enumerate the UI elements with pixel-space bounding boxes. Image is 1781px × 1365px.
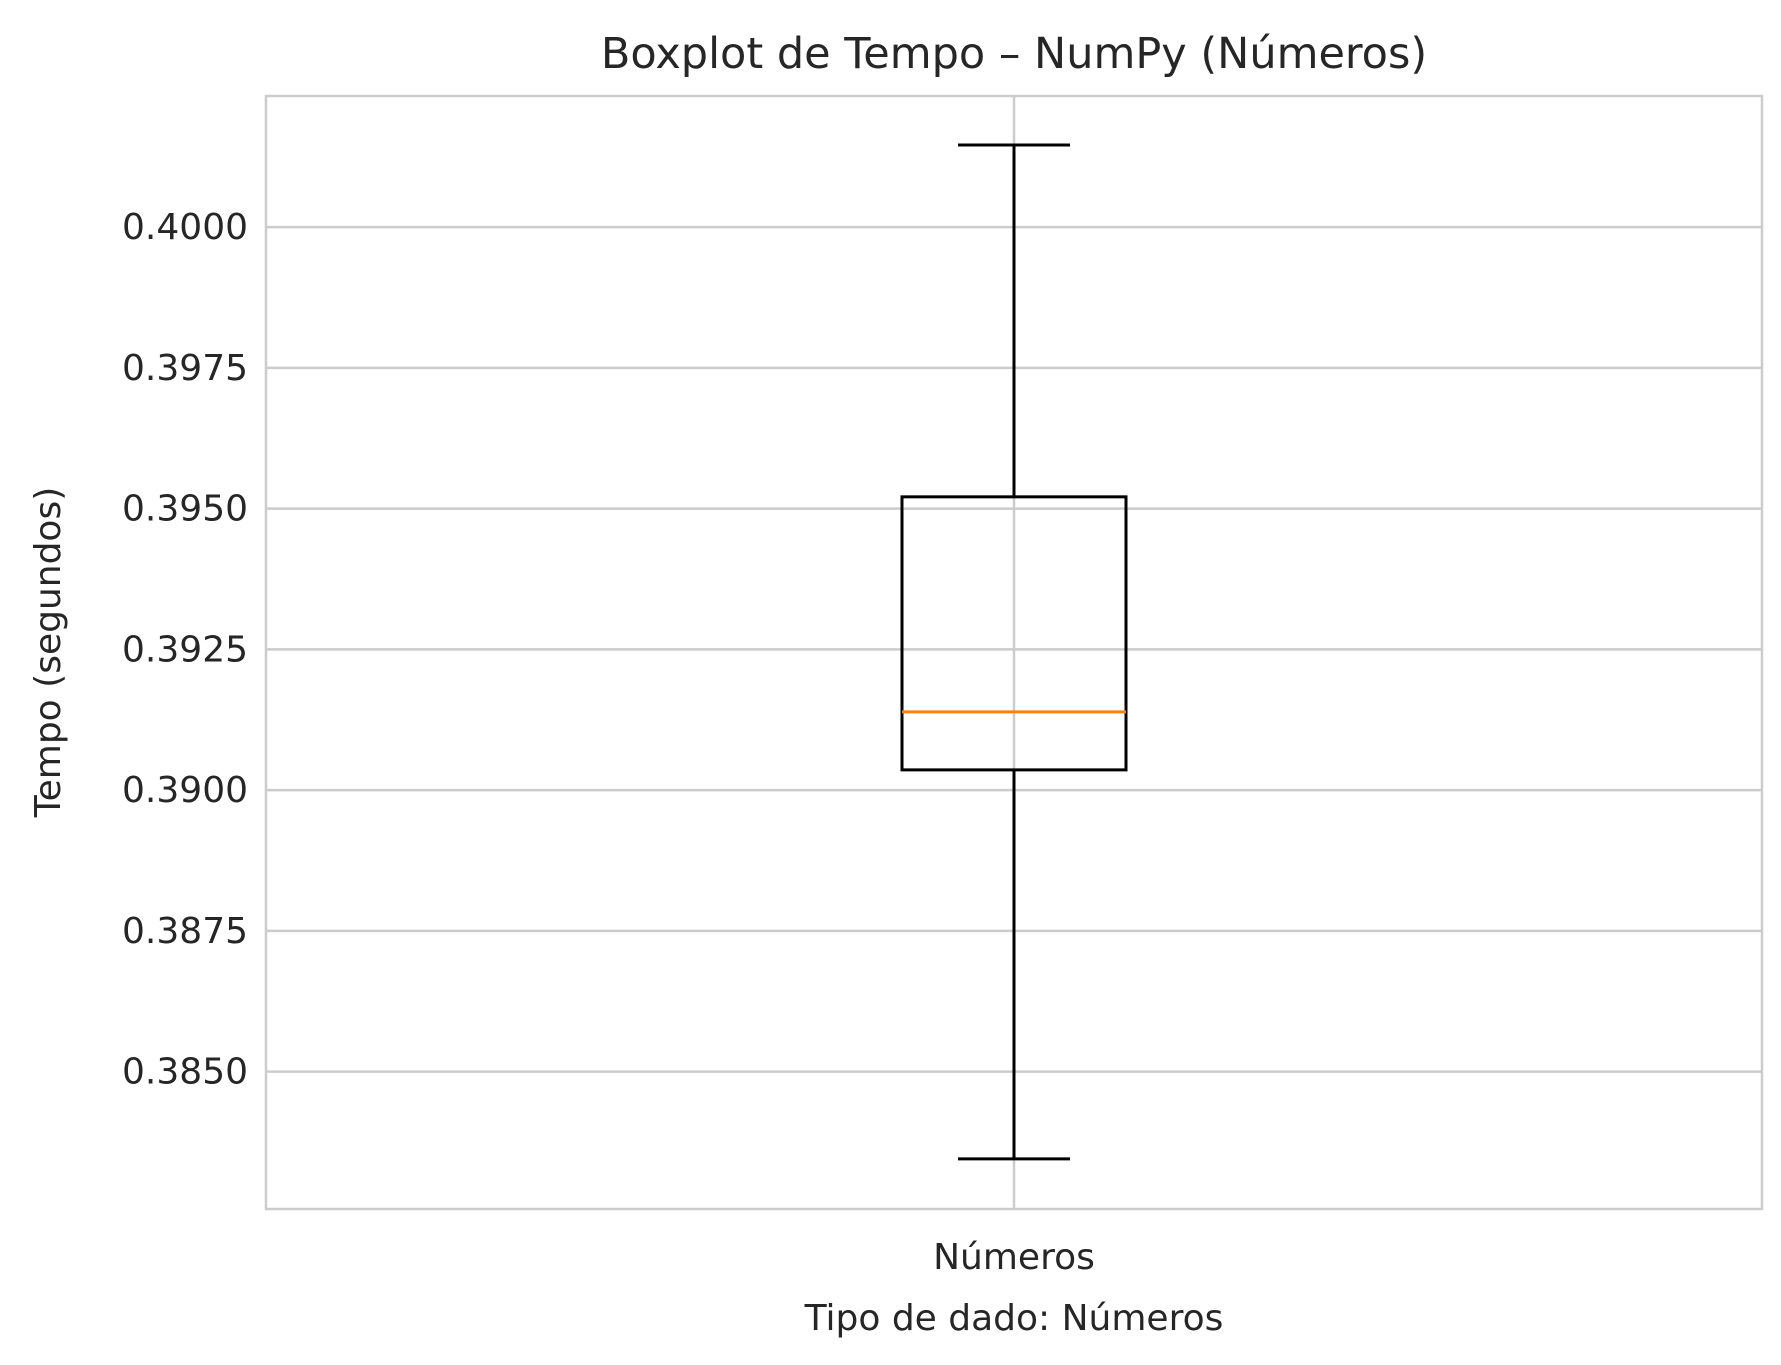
y-tick-label: 0.3850 bbox=[122, 1052, 248, 1093]
x-axis-ticks: Números bbox=[933, 1237, 1095, 1278]
y-axis-ticks: 0.3850 0.3875 0.3900 0.3925 0.3950 0.3975 0.40… bbox=[122, 207, 248, 1092]
y-tick-label: 0.3950 bbox=[122, 489, 248, 530]
y-axis-label: Tempo (segundos) bbox=[28, 487, 69, 819]
x-axis-label: Tipo de dado: Números bbox=[804, 1298, 1224, 1339]
y-tick-label: 0.4000 bbox=[122, 207, 248, 248]
y-tick-label: 0.3975 bbox=[122, 348, 248, 389]
y-tick-label: 0.3875 bbox=[122, 911, 248, 952]
chart-title: Boxplot de Tempo – NumPy (Números) bbox=[601, 29, 1427, 79]
y-tick-label: 0.3925 bbox=[122, 629, 248, 670]
x-tick-label: Números bbox=[933, 1237, 1095, 1278]
y-tick-label: 0.3900 bbox=[122, 770, 248, 811]
iqr-box bbox=[900, 495, 1128, 772]
box-layer bbox=[900, 143, 1128, 1161]
box-group bbox=[900, 143, 1128, 1161]
plot-area-frame bbox=[264, 94, 1764, 1211]
